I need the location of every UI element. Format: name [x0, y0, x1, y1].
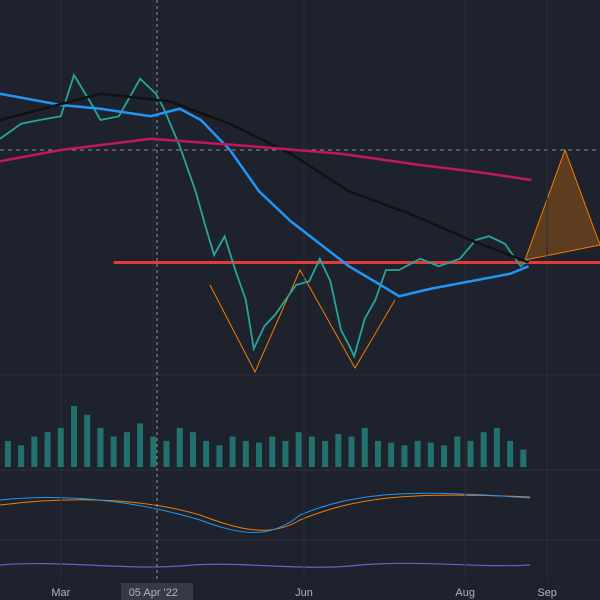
volume-bar: [31, 436, 38, 467]
volume-bar: [520, 449, 527, 467]
series-line: [0, 137, 532, 182]
volume-bar: [150, 436, 157, 467]
volume-bar: [163, 440, 170, 467]
series-line: [0, 72, 530, 359]
volume-bar: [123, 432, 130, 467]
volume-bar: [454, 436, 461, 467]
volume-bar: [44, 432, 51, 467]
volume-bar: [374, 440, 381, 467]
volume-bar: [322, 440, 329, 467]
volume-bar: [229, 436, 236, 467]
oscillator-line: [0, 492, 531, 533]
volume-bar: [401, 445, 408, 467]
volume-bar: [348, 436, 355, 467]
volume-bar: [441, 445, 448, 467]
volume-bar: [282, 440, 289, 467]
x-tick-label: 05 Apr '22: [129, 587, 178, 599]
x-tick-label: Mar: [51, 587, 70, 599]
volume-bar: [176, 427, 183, 467]
volume-bar: [427, 442, 434, 467]
volume-bar: [18, 445, 25, 467]
volume-bar: [507, 440, 514, 467]
volume-bar: [4, 440, 11, 467]
volume-bar: [71, 406, 78, 467]
x-tick-label: Sep: [537, 587, 557, 599]
series-line: [0, 92, 530, 264]
volume-bar: [256, 442, 263, 467]
pattern-lines: [209, 268, 396, 374]
volume-bar: [137, 423, 144, 467]
pattern-triangle: [524, 148, 600, 261]
volume-bar: [388, 442, 395, 467]
volume-bar: [189, 432, 196, 467]
volume-bar: [480, 432, 487, 467]
rsi-line: [0, 562, 531, 568]
volume-bar: [269, 436, 276, 467]
volume-bar: [203, 440, 210, 467]
volume-bar: [493, 427, 500, 467]
x-tick-label: Jun: [295, 587, 313, 599]
volume-bar: [84, 414, 91, 467]
volume-bar: [97, 427, 104, 467]
volume-bar: [57, 427, 64, 467]
volume-bar: [242, 440, 249, 467]
volume-bar: [110, 436, 117, 467]
series-line: [0, 92, 530, 298]
volume-bar: [467, 440, 474, 467]
volume-bar: [216, 445, 223, 467]
volume-bar: [308, 436, 315, 467]
crosshair-label-box: [121, 583, 193, 600]
volume-bar: [361, 427, 368, 467]
x-tick-label: Aug: [455, 587, 475, 599]
volume-bar: [335, 433, 342, 467]
volume-bar: [414, 440, 421, 467]
volume-bar: [295, 432, 302, 467]
